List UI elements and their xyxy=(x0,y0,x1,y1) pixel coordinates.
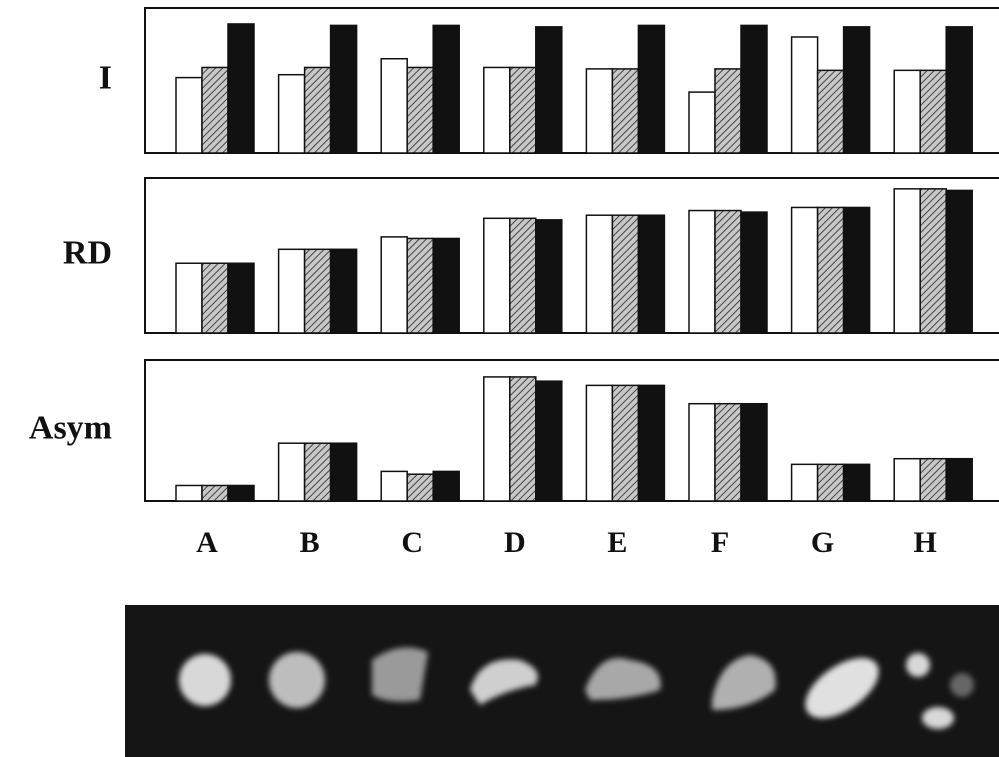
bar xyxy=(381,59,407,153)
bar xyxy=(894,459,920,501)
bar xyxy=(638,25,664,153)
bar xyxy=(612,69,638,153)
bar xyxy=(433,25,459,153)
bar xyxy=(433,238,459,333)
bar xyxy=(638,215,664,333)
bar xyxy=(844,464,870,501)
bar xyxy=(586,69,612,153)
panel-label: I xyxy=(99,59,112,96)
bar xyxy=(484,377,510,501)
panel-label: Asym xyxy=(29,409,112,446)
bar xyxy=(894,70,920,153)
category-label: F xyxy=(711,526,729,559)
bar xyxy=(792,37,818,153)
bar xyxy=(715,211,741,333)
image-strip xyxy=(125,605,999,757)
bar xyxy=(433,471,459,501)
bar xyxy=(536,381,562,501)
bar xyxy=(844,207,870,333)
figure: I RD Asym A B C D E F G H xyxy=(0,0,999,757)
bar xyxy=(484,218,510,333)
bar xyxy=(279,249,305,333)
bar xyxy=(484,67,510,153)
bar xyxy=(202,263,228,333)
category-label: D xyxy=(504,526,526,559)
blob xyxy=(269,652,325,708)
bar xyxy=(228,485,254,501)
category-label: H xyxy=(914,526,937,559)
bar xyxy=(279,443,305,501)
bar xyxy=(202,485,228,501)
bar xyxy=(510,218,536,333)
bar xyxy=(920,459,946,501)
bar xyxy=(818,464,844,501)
bar xyxy=(586,385,612,501)
bar xyxy=(228,263,254,333)
bar xyxy=(689,92,715,153)
blob xyxy=(922,707,954,729)
bar xyxy=(176,263,202,333)
bar xyxy=(407,67,433,153)
bar xyxy=(202,67,228,153)
bar xyxy=(689,211,715,333)
category-label: C xyxy=(401,526,423,559)
bar xyxy=(331,25,357,153)
bar xyxy=(946,459,972,501)
bar xyxy=(305,67,331,153)
bar xyxy=(920,189,946,333)
bar xyxy=(689,404,715,501)
bar xyxy=(741,404,767,501)
bar xyxy=(510,377,536,501)
blob xyxy=(179,654,231,706)
category-label: G xyxy=(811,526,834,559)
bar xyxy=(612,385,638,501)
panel-label: RD xyxy=(63,234,112,271)
bar xyxy=(715,404,741,501)
bar xyxy=(279,75,305,153)
bar xyxy=(741,212,767,333)
bar xyxy=(305,249,331,333)
bar xyxy=(792,207,818,333)
bar xyxy=(536,220,562,333)
bar xyxy=(894,189,920,333)
category-label: B xyxy=(300,526,320,559)
bar xyxy=(920,70,946,153)
page: IRDAsymABCDEFGH (() => { const data = JS… xyxy=(0,0,999,757)
blob xyxy=(906,653,930,677)
bar xyxy=(407,474,433,501)
bar xyxy=(586,215,612,333)
bar xyxy=(331,443,357,501)
bar xyxy=(844,27,870,153)
blob xyxy=(372,648,428,702)
bar xyxy=(715,69,741,153)
bar xyxy=(792,464,818,501)
bar xyxy=(407,238,433,333)
bar xyxy=(228,24,254,153)
panel-frame xyxy=(145,178,999,333)
bar xyxy=(536,27,562,153)
bar xyxy=(946,190,972,333)
category-label: A xyxy=(196,526,218,559)
category-label: E xyxy=(607,526,627,559)
panel-frame xyxy=(145,360,999,501)
bar xyxy=(305,443,331,501)
bar xyxy=(176,485,202,501)
blob xyxy=(950,673,974,697)
bar xyxy=(381,237,407,333)
bar xyxy=(638,385,664,501)
panel-frame xyxy=(145,8,999,153)
bar xyxy=(741,25,767,153)
bar xyxy=(818,70,844,153)
bar xyxy=(818,207,844,333)
bar xyxy=(946,27,972,153)
bar xyxy=(612,215,638,333)
bar xyxy=(176,78,202,153)
bar xyxy=(331,249,357,333)
bar xyxy=(510,67,536,153)
bar xyxy=(381,471,407,501)
